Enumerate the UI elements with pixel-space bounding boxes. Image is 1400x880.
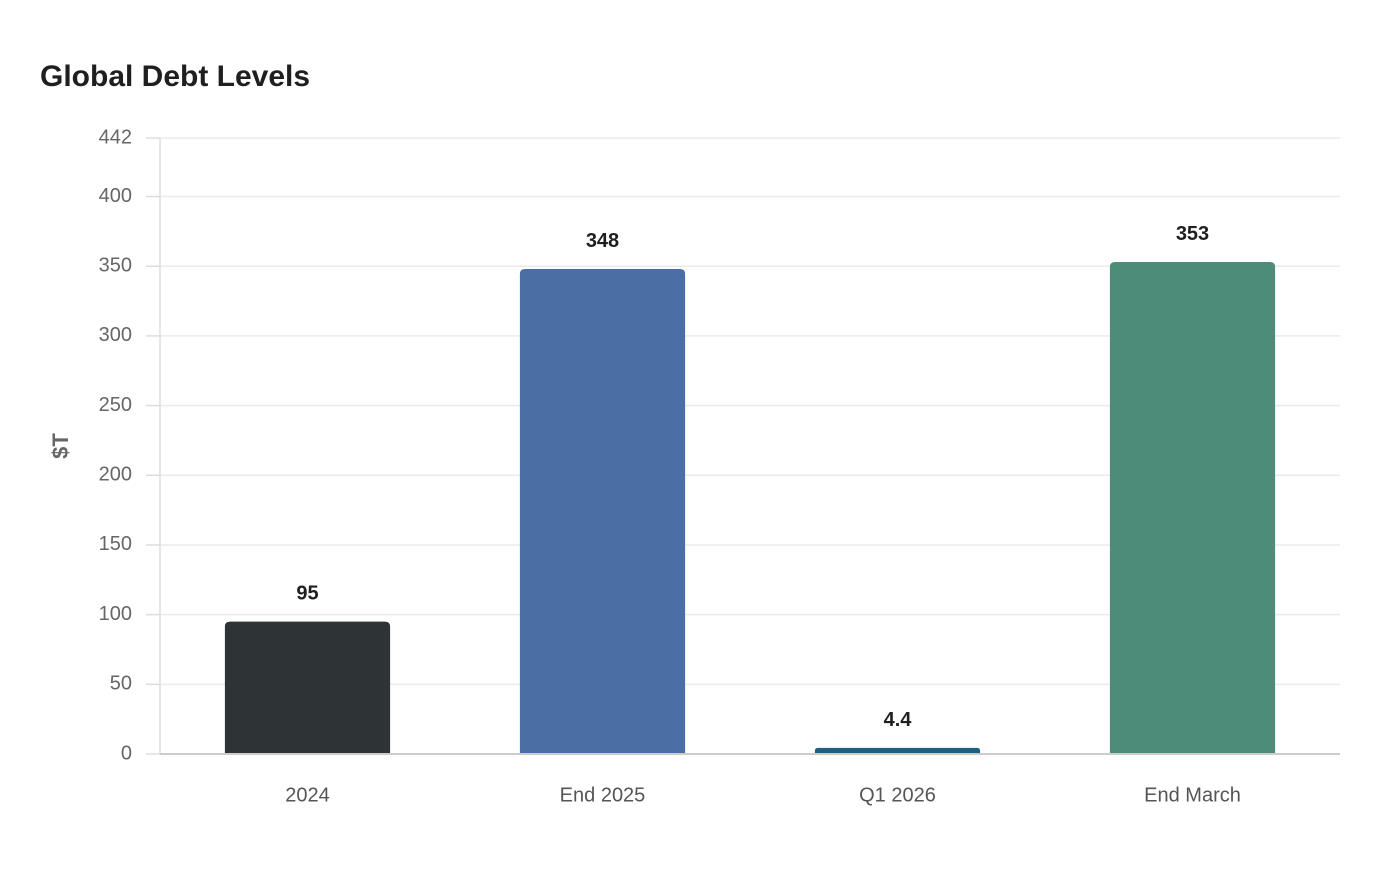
value-label: 348 [586,230,619,252]
y-axis-title: $T [48,433,73,459]
chart-title: Global Debt Levels [40,60,311,93]
y-tick-label: 0 [121,742,132,764]
bar-end-2025 [519,269,686,754]
y-tick-label: 200 [99,464,132,486]
y-axis-ticks: 0 50 100 150 200 250 300 350 400 442 [99,126,160,764]
x-axis-categories: 2024 End 2025 Q1 2026 End March [285,784,1241,806]
x-category-label: End 2025 [560,784,646,806]
value-label: 95 [296,583,318,605]
y-tick-label: 350 [99,254,132,276]
x-category-label: 2024 [285,784,330,806]
value-labels: 95 348 4.4 353 [296,223,1209,731]
y-tick-label: 442 [99,126,132,148]
y-tick-label: 400 [99,185,132,207]
bars [224,262,1276,754]
bar-end-march [1109,262,1276,754]
y-tick-label: 150 [99,533,132,555]
bar-q1-2026 [814,747,981,754]
x-category-label: Q1 2026 [859,784,936,806]
y-tick-label: 250 [99,394,132,416]
y-tick-label: 300 [99,324,132,346]
y-tick-label: 100 [99,603,132,625]
value-label: 353 [1176,223,1209,245]
bar-2024 [224,621,391,754]
y-tick-label: 50 [110,673,132,695]
x-category-label: End March [1144,784,1241,806]
value-label: 4.4 [884,709,913,731]
